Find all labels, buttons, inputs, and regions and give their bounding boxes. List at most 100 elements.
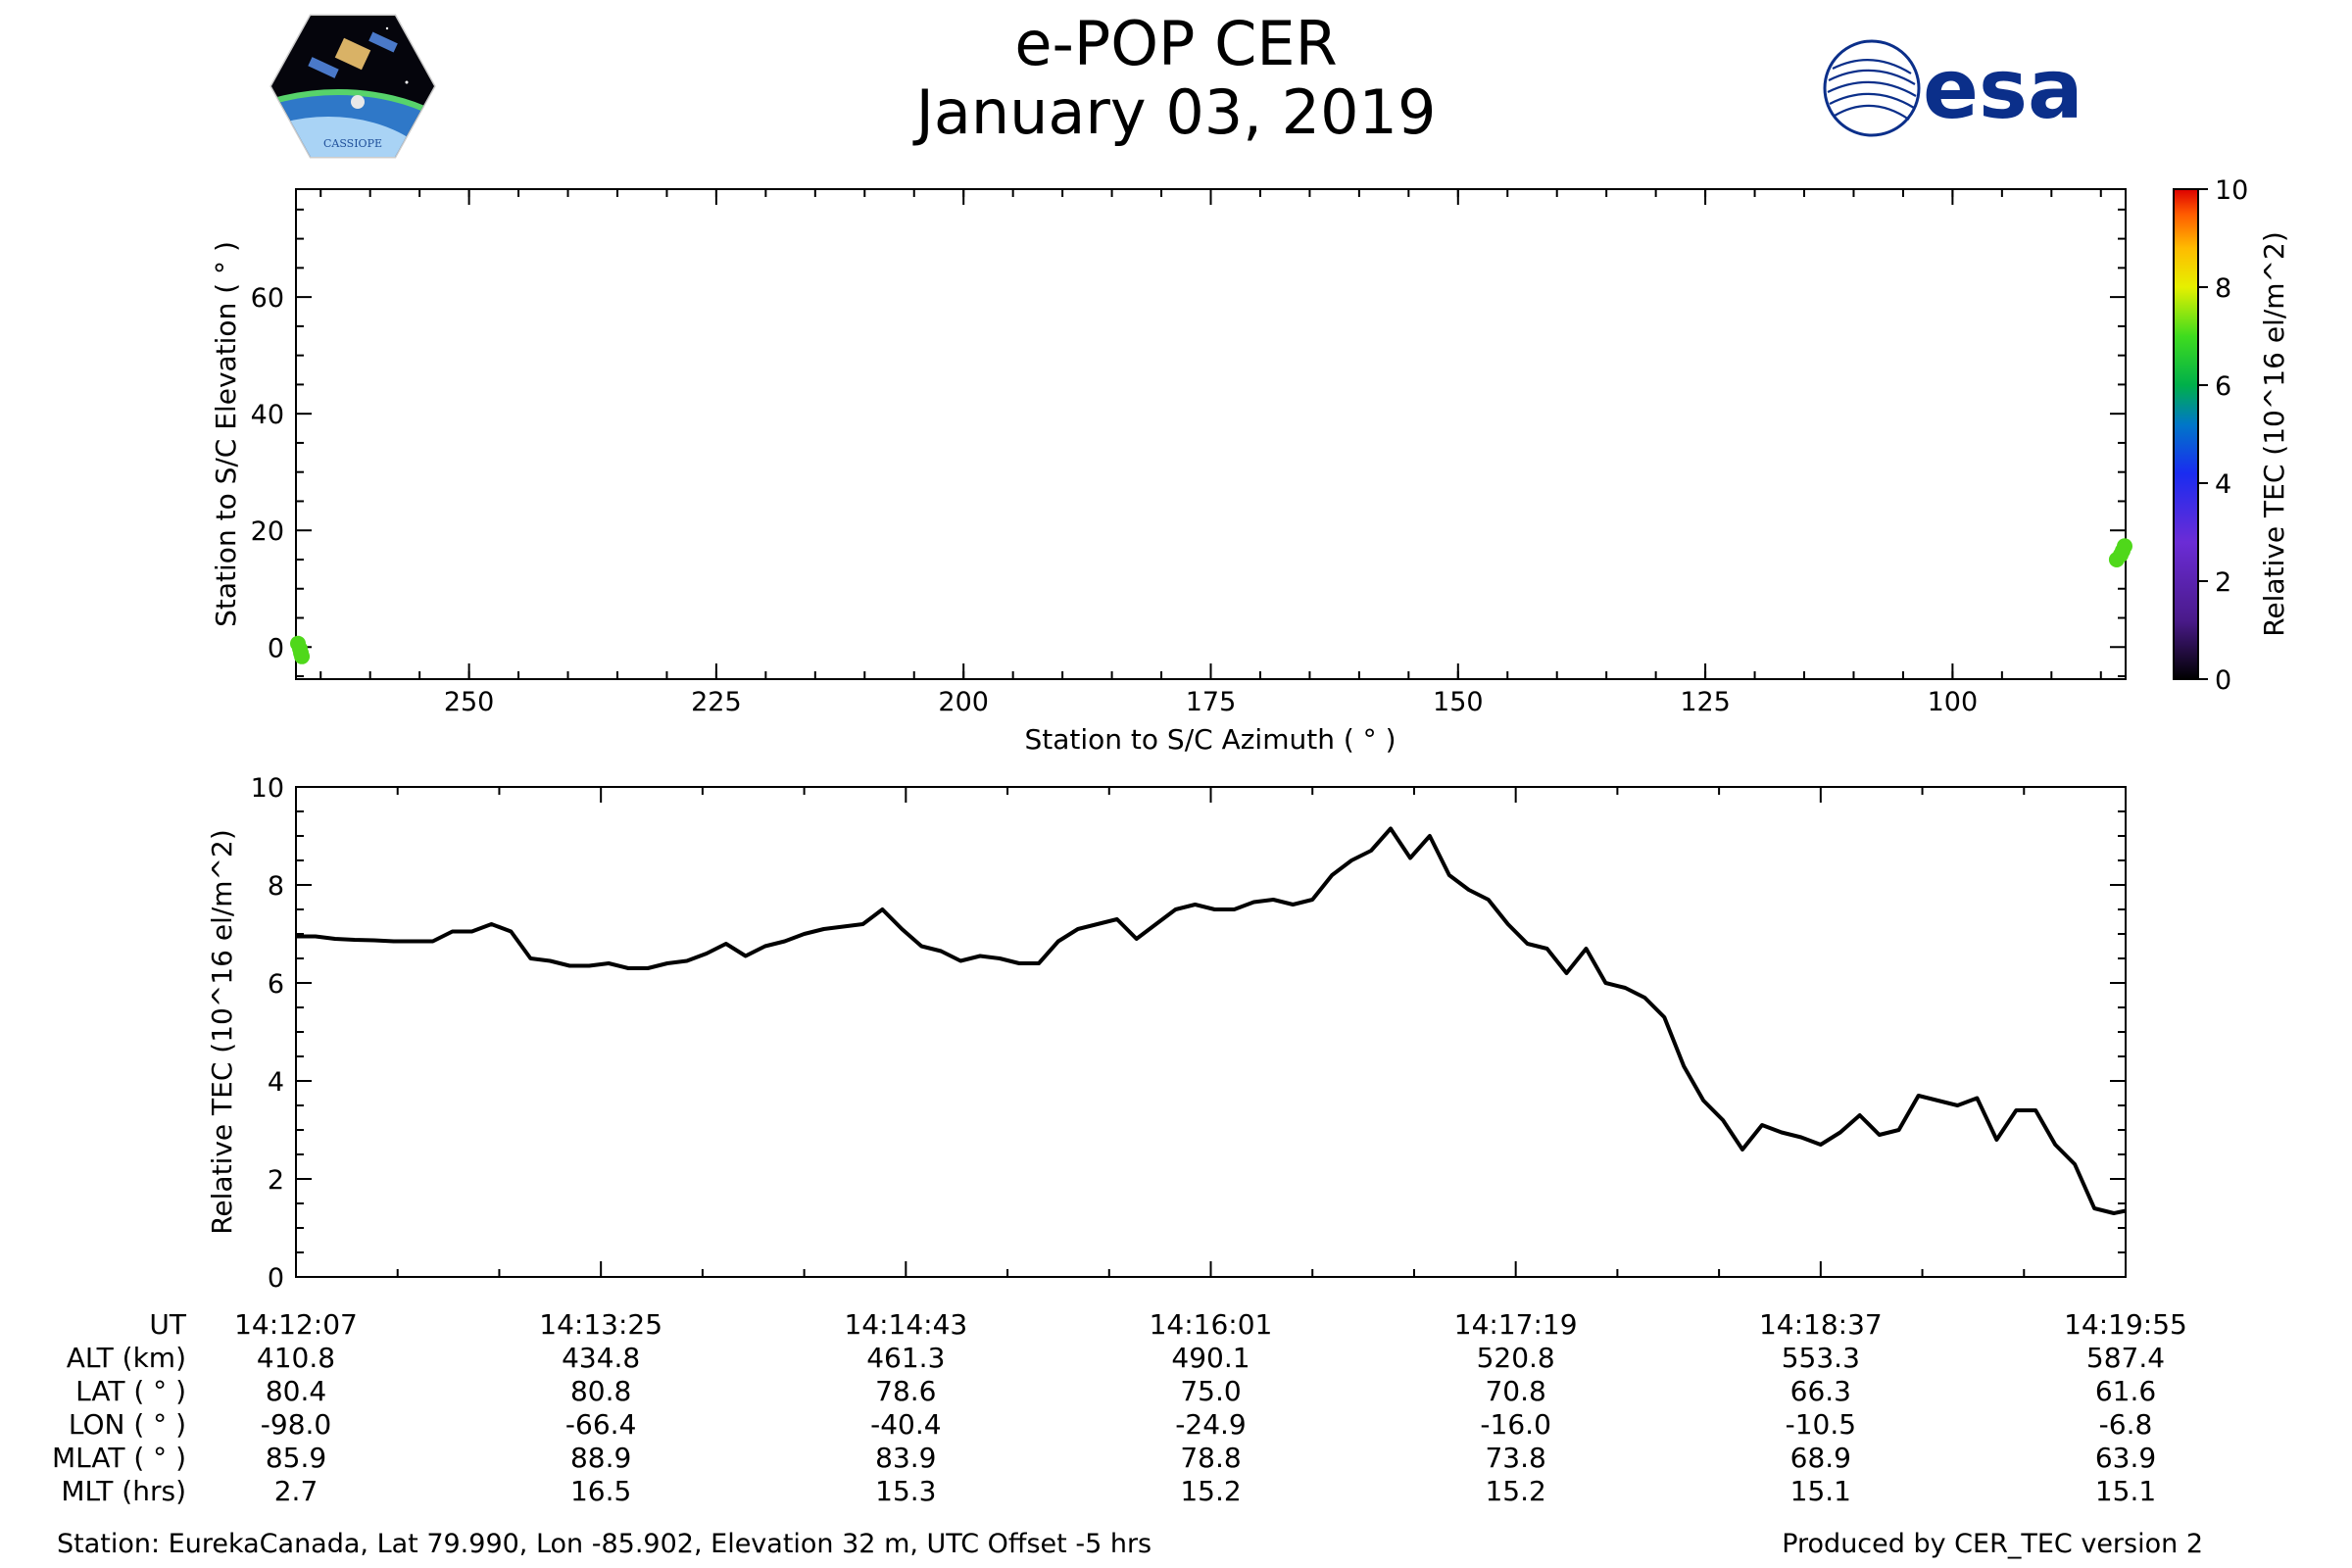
esa-logo: esa — [1823, 39, 2083, 137]
ephemeris-cell: 88.9 — [569, 1442, 632, 1474]
tec-y-tick-label: 8 — [268, 871, 284, 902]
ephemeris-cell: 15.1 — [1789, 1475, 1851, 1507]
ephemeris-cell: 80.4 — [265, 1375, 327, 1407]
skyplot-x-tick-label: 100 — [1928, 687, 1979, 717]
ephemeris-cell: 85.9 — [265, 1442, 327, 1474]
ephemeris-cell: 14:14:43 — [844, 1308, 968, 1341]
colorbar: 0 2 4 6 8 10 Relative TEC (10^16 el/m^2) — [2173, 175, 2290, 696]
ephemeris-cell: 61.6 — [2094, 1375, 2157, 1407]
ephemeris-cell: 2.7 — [273, 1475, 318, 1507]
chart-date: January 03, 2019 — [915, 76, 1437, 148]
tec-y-ticks: 0 2 4 6 8 10 — [251, 773, 2126, 1294]
ephemeris-cell: -24.9 — [1175, 1408, 1247, 1441]
skyplot-x-tick-label: 200 — [938, 687, 989, 717]
ephemeris-cell: -16.0 — [1480, 1408, 1551, 1441]
colorbar-tick-label: 2 — [2215, 567, 2231, 598]
tec-y-tick-label: 2 — [268, 1165, 284, 1196]
colorbar-tick-label: 4 — [2215, 469, 2231, 500]
skyplot-y-ticks: 0 20 40 60 — [251, 208, 2126, 678]
skyplot-ylabel: Station to S/C Elevation ( ° ) — [210, 241, 242, 627]
ephemeris-cell: 461.3 — [866, 1342, 946, 1374]
skyplot-x-tick-label: 225 — [691, 687, 742, 717]
ephemeris-cell: 80.8 — [569, 1375, 632, 1407]
ephemeris-cell: 78.8 — [1180, 1442, 1242, 1474]
cassiope-logo-text: CASSIOPE — [323, 137, 382, 150]
skyplot-x-tick-label: 150 — [1433, 687, 1484, 717]
ephemeris-cell: 14:12:07 — [234, 1308, 358, 1341]
skyplot-y-tick-label: 20 — [251, 516, 284, 547]
colorbar-tick-label: 6 — [2215, 371, 2231, 402]
ephemeris-cell: 490.1 — [1171, 1342, 1250, 1374]
ephemeris-cell: 587.4 — [2085, 1342, 2166, 1374]
tec-minor-x-ticks — [396, 787, 2026, 1277]
ephemeris-cell: 73.8 — [1485, 1442, 1546, 1474]
ephemeris-row-label: LAT ( ° ) — [75, 1375, 186, 1407]
skyplot-y-tick-label: 40 — [251, 400, 284, 430]
skyplot-frame — [295, 188, 2127, 680]
tec-y-tick-label: 10 — [251, 773, 284, 804]
ephemeris-cell: 14:19:55 — [2064, 1308, 2187, 1341]
ephemeris-cell: -40.4 — [870, 1408, 942, 1441]
skyplot-y-tick-label: 60 — [251, 283, 284, 314]
ephemeris-cell: 70.8 — [1485, 1375, 1546, 1407]
chart-title: e-POP CER — [1014, 8, 1338, 79]
colorbar-gradient — [2173, 188, 2199, 680]
ephemeris-cell: 15.3 — [875, 1475, 937, 1507]
skyplot-xlabel: Station to S/C Azimuth ( ° ) — [1024, 723, 1396, 756]
ephemeris-cell: 14:18:37 — [1758, 1308, 1883, 1341]
ephemeris-row-label: MLT (hrs) — [61, 1475, 186, 1507]
cassiope-logo: CASSIOPE — [270, 14, 436, 159]
tec-y-tick-label: 6 — [268, 969, 284, 1000]
colorbar-tick-label: 10 — [2215, 175, 2248, 206]
ephemeris-cell: 16.5 — [569, 1475, 632, 1507]
colorbar-label: Relative TEC (10^16 el/m^2) — [2258, 231, 2290, 637]
ephemeris-cell: -98.0 — [260, 1408, 332, 1441]
colorbar-ticks: 0 2 4 6 8 10 — [2198, 175, 2248, 696]
ephemeris-cell: 553.3 — [1781, 1342, 1860, 1374]
ephemeris-row-label: LON ( ° ) — [68, 1408, 186, 1441]
produced-by: Produced by CER_TEC version 2 — [1782, 1529, 2203, 1559]
ephemeris-cell: 75.0 — [1180, 1375, 1242, 1407]
ephemeris-cell: 14:16:01 — [1149, 1308, 1273, 1341]
skyplot-x-tick-label: 125 — [1680, 687, 1731, 717]
skyplot: 250 225 200 175 150 125 100 0 20 40 60 Station to… — [210, 188, 2132, 756]
station-info: Station: EurekaCanada, Lat 79.990, Lon -… — [57, 1529, 1152, 1559]
ephemeris-row-label: ALT (km) — [66, 1342, 186, 1374]
ephemeris-cell: 78.6 — [875, 1375, 937, 1407]
skyplot-point — [294, 648, 311, 664]
ephemeris-cell: 410.8 — [256, 1342, 336, 1374]
skyplot-x-tick-label: 175 — [1186, 687, 1237, 717]
colorbar-tick-label: 8 — [2215, 273, 2231, 304]
skyplot-y-tick-label: 0 — [268, 633, 284, 663]
tec-plot: 0 2 4 6 8 10 Relative TEC (10^16 el/m^2) — [206, 773, 2127, 1294]
colorbar-tick-label: 0 — [2215, 665, 2231, 696]
ephemeris-cell: 83.9 — [875, 1442, 937, 1474]
ephemeris-row-label: MLAT ( ° ) — [51, 1442, 186, 1474]
ephemeris-cell: 434.8 — [562, 1342, 641, 1374]
skyplot-major-x-ticks: 250 225 200 175 150 125 100 — [444, 189, 1978, 717]
ephemeris-row-label: UT — [149, 1308, 186, 1341]
ephemeris-cell: 520.8 — [1476, 1342, 1555, 1374]
skyplot-x-tick-label: 250 — [444, 687, 495, 717]
ephemeris-cell: -10.5 — [1785, 1408, 1857, 1441]
skyplot-points — [290, 538, 2132, 664]
ephemeris-cell: 66.3 — [1789, 1375, 1851, 1407]
ephemeris-cell: 15.1 — [2094, 1475, 2157, 1507]
ephemeris-cell: 14:13:25 — [539, 1308, 663, 1341]
ephemeris-cell: -66.4 — [564, 1408, 637, 1441]
ephemeris-cell: 63.9 — [2094, 1442, 2157, 1474]
ephemeris-cell: 68.9 — [1789, 1442, 1851, 1474]
ephemeris-cell: -6.8 — [2098, 1408, 2153, 1441]
ephemeris-cell: 14:17:19 — [1453, 1308, 1578, 1341]
ephemeris-cell: 15.2 — [1180, 1475, 1242, 1507]
tec-plot-frame — [295, 786, 2127, 1278]
tec-series-line — [296, 826, 2127, 1215]
tec-y-tick-label: 0 — [268, 1263, 284, 1294]
tec-major-x-ticks — [295, 787, 2127, 1277]
tec-ylabel: Relative TEC (10^16 el/m^2) — [206, 829, 238, 1235]
tec-y-tick-label: 4 — [268, 1067, 284, 1098]
ephemeris-cell: 15.2 — [1485, 1475, 1546, 1507]
skyplot-point — [2116, 538, 2132, 555]
esa-logo-text: esa — [1923, 41, 2083, 137]
